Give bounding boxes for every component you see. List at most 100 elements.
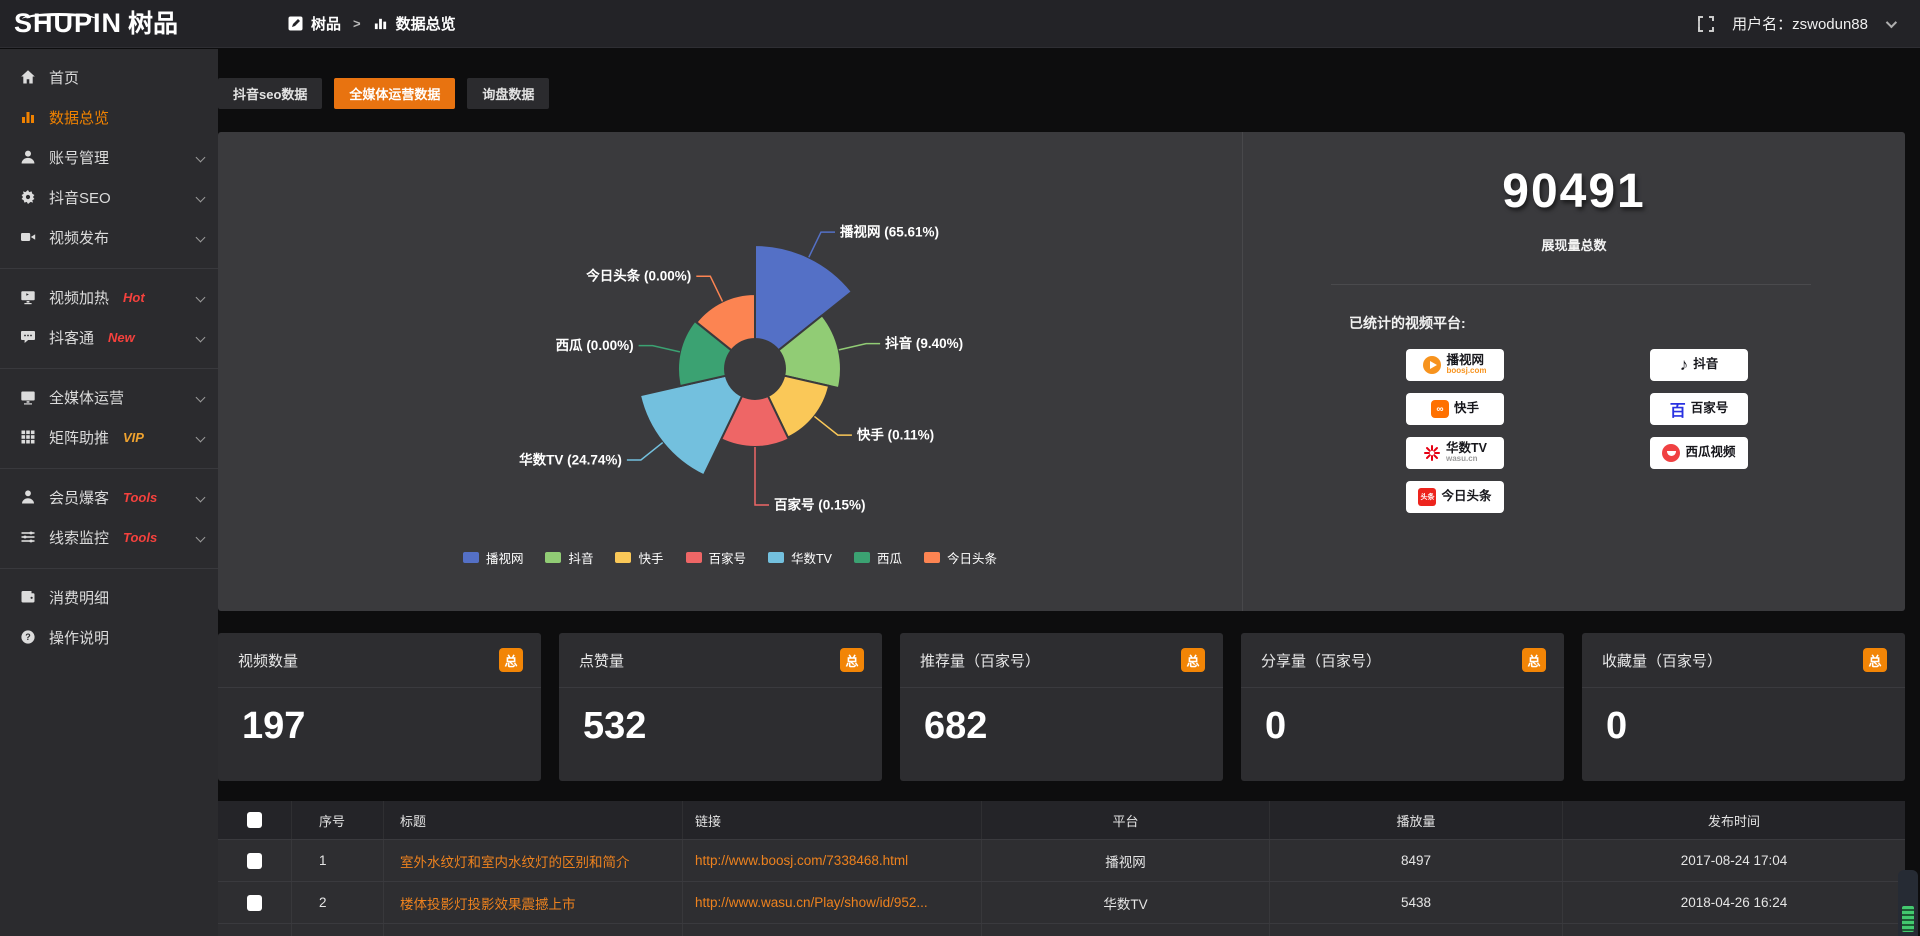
chevron-down-icon	[195, 532, 206, 542]
chevron-down-icon	[195, 432, 206, 442]
platform-badge-wasu[interactable]: 华数TV wasu.cn	[1406, 437, 1504, 469]
rose-sector-4[interactable]	[638, 374, 744, 477]
donut-hole	[725, 339, 785, 399]
fullscreen-icon[interactable]	[1698, 15, 1714, 32]
legend-swatch	[615, 552, 632, 563]
row-checkbox[interactable]	[247, 894, 262, 911]
platform-column: 播视网 boosj.com ∞ 快手华数TV wasu.cn 头条 今日头条	[1406, 349, 1504, 513]
video-title-link[interactable]: 楼体投影灯投影效果震撼上市	[400, 896, 576, 912]
sidebar-item-clue-monitor[interactable]: 线索监控 Tools	[0, 517, 218, 557]
video-url-link[interactable]: http://www.wasu.cn/Play/show/id/952...	[695, 895, 928, 910]
total-badge[interactable]: 总	[499, 648, 523, 672]
cell-title: 室外水纹灯和室内水纹灯的区别和简介	[384, 840, 683, 881]
sidebar-item-label: 视频加热	[49, 289, 110, 307]
label-leader-line	[838, 342, 881, 351]
legend-item-6[interactable]: 今日头条	[924, 548, 997, 567]
sidebar-item-video-heat[interactable]: 视频加热 Hot	[0, 277, 218, 317]
legend-item-0[interactable]: 播视网	[462, 548, 523, 567]
sidebar-item-account[interactable]: 账号管理	[0, 137, 218, 177]
select-all-checkbox[interactable]	[247, 812, 262, 828]
svg-text:?: ?	[25, 632, 31, 642]
edit-icon	[288, 16, 303, 31]
sidebar-item-data-overview[interactable]: 数据总览	[0, 97, 218, 137]
question-icon: ?	[21, 630, 35, 644]
platform-badge-toutiao[interactable]: 头条 今日头条	[1406, 481, 1504, 513]
table-header-row: 序号 标题 链接 平台 播放量 发布时间	[218, 801, 1905, 839]
legend-item-1[interactable]: 抖音	[545, 548, 593, 567]
total-badge[interactable]: 总	[1863, 648, 1887, 672]
sidebar-item-label: 账号管理	[49, 149, 110, 167]
cell-time: 2018-04-26 16:24	[1680, 895, 1788, 910]
label-leader-line	[696, 275, 724, 302]
stat-card-value: 197	[242, 705, 306, 747]
cell-link: http://www.wasu.cn/Play/show/id/952...	[683, 882, 982, 923]
platform-badge-xigua[interactable]: 西瓜视频	[1650, 437, 1748, 469]
chevron-down-icon[interactable]	[1885, 16, 1898, 28]
legend-label: 今日头条	[947, 552, 998, 566]
main-content: 抖音seo数据 全媒体运营数据 询盘数据 播视网 (65.61%) 抖音 (9.40%…	[218, 78, 1905, 936]
sidebar-item-consume-detail[interactable]: 消费明细	[0, 577, 218, 617]
header-time: 发布时间	[1707, 813, 1760, 829]
total-badge[interactable]: 总	[840, 648, 864, 672]
legend-swatch	[924, 552, 941, 563]
sidebar-item-help[interactable]: ? 操作说明	[0, 617, 218, 657]
baijiahao-logo-icon: 百	[1669, 403, 1686, 420]
table-row-3-clipped	[218, 923, 1905, 936]
wasu-logo-icon	[1424, 445, 1440, 461]
video-url-link[interactable]: http://www.boosj.com/7338468.html	[695, 853, 909, 868]
row-checkbox-cell	[218, 882, 292, 923]
chevron-down-icon	[195, 492, 206, 502]
breadcrumb: 树品 > 数据总览	[288, 13, 456, 34]
stat-card-header: 收藏量（百家号） 总	[1582, 633, 1905, 688]
platforms-grid: 播视网 boosj.com ∞ 快手华数TV wasu.cn 头条 今日头条 ♪ 抖音百百家号西…	[1406, 349, 1905, 513]
legend-item-2[interactable]: 快手	[615, 548, 664, 567]
sidebar-item-matrix-boost[interactable]: 矩阵助推 VIP	[0, 417, 218, 457]
total-badge[interactable]: 总	[1522, 648, 1546, 672]
sector-label: 播视网 (65.61%)	[840, 224, 939, 240]
username-text[interactable]: 用户名：zswodun88	[1732, 16, 1868, 33]
floating-widget[interactable]	[1898, 870, 1918, 936]
row-checkbox[interactable]	[247, 852, 262, 869]
chevron-down-icon	[195, 192, 206, 202]
legend-item-3[interactable]: 百家号	[685, 548, 746, 567]
rose-sector-0[interactable]	[754, 243, 854, 352]
stat-card-header: 分享量（百家号） 总	[1241, 633, 1564, 688]
legend-item-4[interactable]: 华数TV	[768, 548, 832, 567]
tab-inquiry-data[interactable]: 询盘数据	[467, 78, 550, 109]
sidebar-item-tag: Tools	[123, 529, 158, 545]
cell-seq: 2	[292, 882, 384, 923]
stat-card-title: 推荐量（百家号）	[920, 652, 1041, 670]
legend-swatch	[462, 552, 479, 563]
person-icon	[22, 490, 34, 504]
sidebar-item-video-publish[interactable]: 视频发布	[0, 217, 218, 257]
cell-views: 5438	[1270, 882, 1563, 923]
rose-chart-svg[interactable]: 播视网 (65.61%) 抖音 (9.40%) 快手 (0.11%) 百家号 (0.1…	[218, 132, 1242, 611]
legend-item-5[interactable]: 西瓜	[854, 548, 902, 567]
tab-douyin-seo-data[interactable]: 抖音seo数据	[218, 78, 323, 109]
chevron-down-icon	[195, 332, 206, 342]
tab-media-ops-data[interactable]: 全媒体运营数据	[334, 78, 456, 109]
total-badge[interactable]: 总	[1181, 648, 1205, 672]
cell-platform: 播视网	[982, 840, 1270, 881]
platform-badge-douyin[interactable]: ♪ 抖音	[1650, 349, 1748, 381]
breadcrumb-current[interactable]: 数据总览	[395, 16, 456, 33]
video-title-link[interactable]: 室外水纹灯和室内水纹灯的区别和简介	[400, 854, 630, 870]
breadcrumb-root[interactable]: 树品	[311, 16, 342, 33]
douyin-logo-icon: ♪	[1679, 355, 1689, 374]
sidebar-item-doukertong[interactable]: 抖客通 New	[0, 317, 218, 357]
sidebar-item-media-ops[interactable]: 全媒体运营	[0, 377, 218, 417]
stat-card-0: 视频数量 总 197	[218, 633, 541, 781]
cell-title: 楼体投影灯投影效果震撼上市	[384, 882, 683, 923]
platform-badge-boosj[interactable]: 播视网 boosj.com	[1406, 349, 1504, 381]
stat-card-value: 0	[1265, 705, 1287, 747]
stat-card-2: 推荐量（百家号） 总 682	[900, 633, 1223, 781]
sidebar-item-home[interactable]: 首页	[0, 57, 218, 97]
platform-badge-kuaishou[interactable]: ∞ 快手	[1406, 393, 1504, 425]
wallet-icon	[21, 591, 35, 603]
platform-name: 华数TV	[1446, 441, 1487, 456]
sidebar-item-member-burst[interactable]: 会员爆客 Tools	[0, 477, 218, 517]
platform-badge-baijia[interactable]: 百百家号	[1650, 393, 1748, 425]
platform-name: 播视网	[1446, 353, 1484, 368]
sidebar-group: 视频加热 Hot 抖客通 New	[0, 268, 218, 359]
sidebar-item-douyin-seo[interactable]: 抖音SEO	[0, 177, 218, 217]
